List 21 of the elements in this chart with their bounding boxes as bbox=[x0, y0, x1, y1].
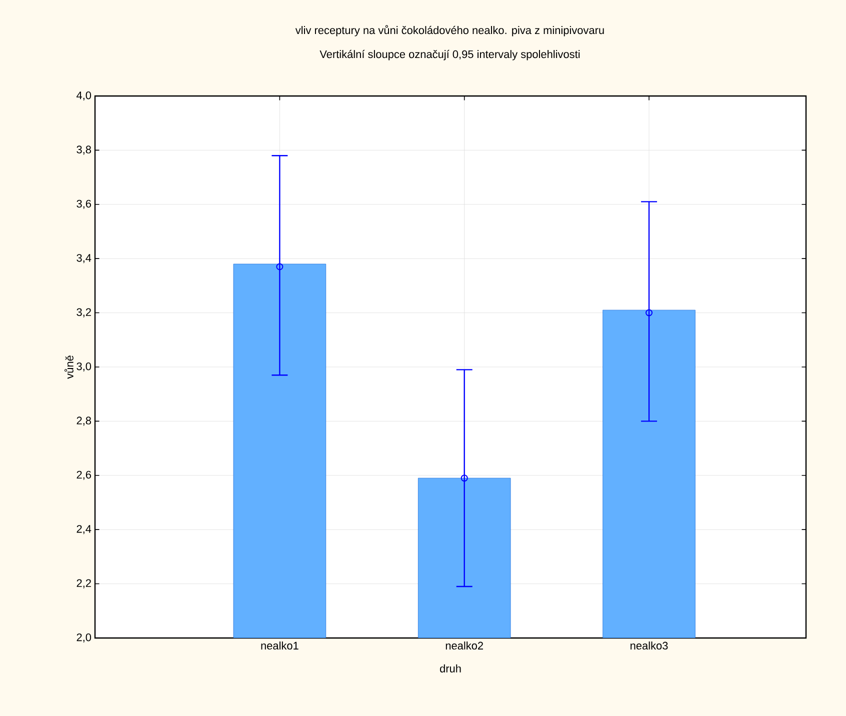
point bbox=[460, 474, 468, 482]
y-tick-label: 2,6 bbox=[76, 470, 92, 480]
y-tick-label: 2,4 bbox=[76, 525, 92, 534]
y-tick-label: 2,0 bbox=[76, 633, 92, 643]
point bbox=[646, 309, 653, 316]
y-tick-label: 3,0 bbox=[76, 362, 92, 372]
x-tick-label: nealko3 bbox=[630, 642, 668, 650]
y-tick-label: 3,2 bbox=[76, 308, 91, 318]
y-tick-label: 3,6 bbox=[76, 200, 92, 209]
point bbox=[276, 263, 284, 270]
x-axis-title: druh bbox=[440, 664, 461, 672]
y-tick-label: 4,0 bbox=[76, 91, 92, 101]
x-tick-label: nealko1 bbox=[261, 642, 298, 650]
chart-title: vliv receptury na vůni čokoládového nealko. piva z minipivovaru bbox=[295, 25, 604, 36]
chart-subtitle: Vertikální sloupce označují 0,95 intervaly spolehlivosti bbox=[320, 50, 580, 60]
y-tick-label: 2,8 bbox=[76, 416, 92, 426]
y-tick-label: 3,8 bbox=[76, 146, 92, 155]
y-tick-label: 3,4 bbox=[76, 254, 92, 264]
x-tick-label: nealko2 bbox=[446, 642, 483, 650]
y-tick-label: 2,2 bbox=[76, 579, 91, 588]
y-axis-title: vůně bbox=[64, 356, 74, 379]
